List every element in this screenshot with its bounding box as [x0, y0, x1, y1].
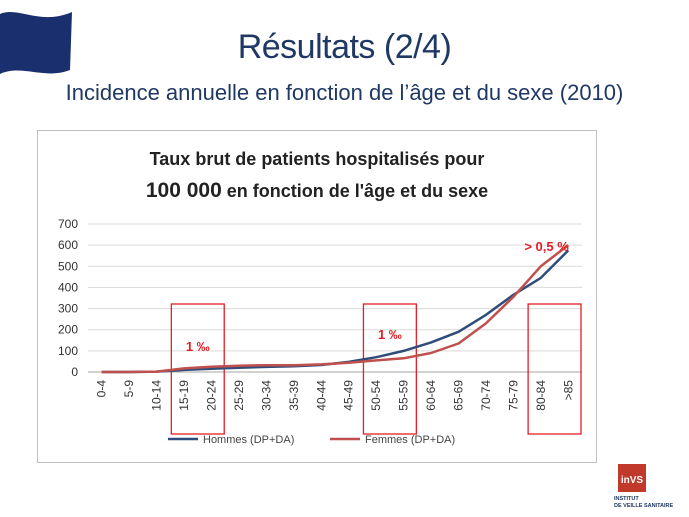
chart-title-line2-rest: en fonction de l'âge et du sexe: [222, 181, 488, 201]
x-tick-label: 45-49: [342, 380, 356, 411]
y-tick-label: 700: [58, 217, 78, 231]
series-line: [101, 244, 570, 374]
x-tick-label: 80-84: [534, 380, 548, 411]
chart-title-line2: 100 000 en fonction de l'âge et du sexe: [146, 179, 488, 202]
flag-logo-icon: [0, 12, 72, 74]
x-tick-label: 75-79: [506, 380, 520, 411]
highlight-box: [527, 303, 582, 435]
chart-title-line2-bold: 100 000: [146, 179, 222, 202]
y-tick-label: 200: [58, 323, 78, 337]
chart-frame: Taux brut de patients hospitalisés pour …: [37, 130, 597, 463]
x-tick-label: 5-9: [122, 380, 136, 398]
x-tick-label: 25-29: [232, 380, 246, 411]
x-tick-label: 60-64: [424, 380, 438, 411]
chart-title-line1: Taux brut de patients hospitalisés pour: [150, 149, 485, 169]
highlight-box: [362, 303, 417, 435]
y-tick-label: 300: [58, 302, 78, 316]
x-tick-label: 0-4: [95, 380, 109, 398]
annotation-label: 1 ‰: [378, 327, 402, 342]
invs-logo-box: [618, 464, 646, 492]
legend-label: Femmes (DP+DA): [365, 434, 455, 446]
x-tick-label: 40-44: [314, 380, 328, 411]
chart-title: Taux brut de patients hospitalisés pour …: [146, 149, 488, 202]
y-tick-label: 100: [58, 344, 78, 358]
invs-logo-text: inVS: [621, 475, 644, 486]
y-tick-label: 400: [58, 280, 78, 294]
x-tick-label: 35-39: [287, 380, 301, 411]
slide-title: Résultats (2/4): [237, 28, 452, 66]
x-tick-label: 55-59: [397, 380, 411, 411]
x-tick-label: >85: [561, 380, 575, 401]
x-tick-label: 65-69: [452, 380, 466, 411]
slide-subtitle: Incidence annuelle en fonction de l’âge …: [65, 80, 624, 105]
y-tick-label: 600: [58, 238, 78, 252]
x-tick-label: 10-14: [150, 380, 164, 411]
x-tick-label: 70-74: [479, 380, 493, 411]
invs-logo: inVS INSTITUT DE VEILLE SANITAIRE: [614, 464, 674, 509]
x-tick-label: 15-19: [177, 380, 191, 411]
chart: Taux brut de patients hospitalisés pour …: [58, 149, 582, 446]
annotation-label: 1 ‰: [186, 339, 210, 354]
legend-label: Hommes (DP+DA): [203, 434, 294, 446]
invs-logo-caption-1: INSTITUT: [614, 496, 639, 502]
invs-logo-caption-2: DE VEILLE SANITAIRE: [614, 503, 674, 509]
y-tick-label: 0: [71, 365, 78, 379]
annotation-label: > 0,5 %: [524, 239, 569, 254]
x-tick-label: 30-34: [259, 380, 273, 411]
x-tick-label: 20-24: [205, 380, 219, 411]
y-tick-label: 500: [58, 259, 78, 273]
x-tick-label: 50-54: [369, 380, 383, 411]
